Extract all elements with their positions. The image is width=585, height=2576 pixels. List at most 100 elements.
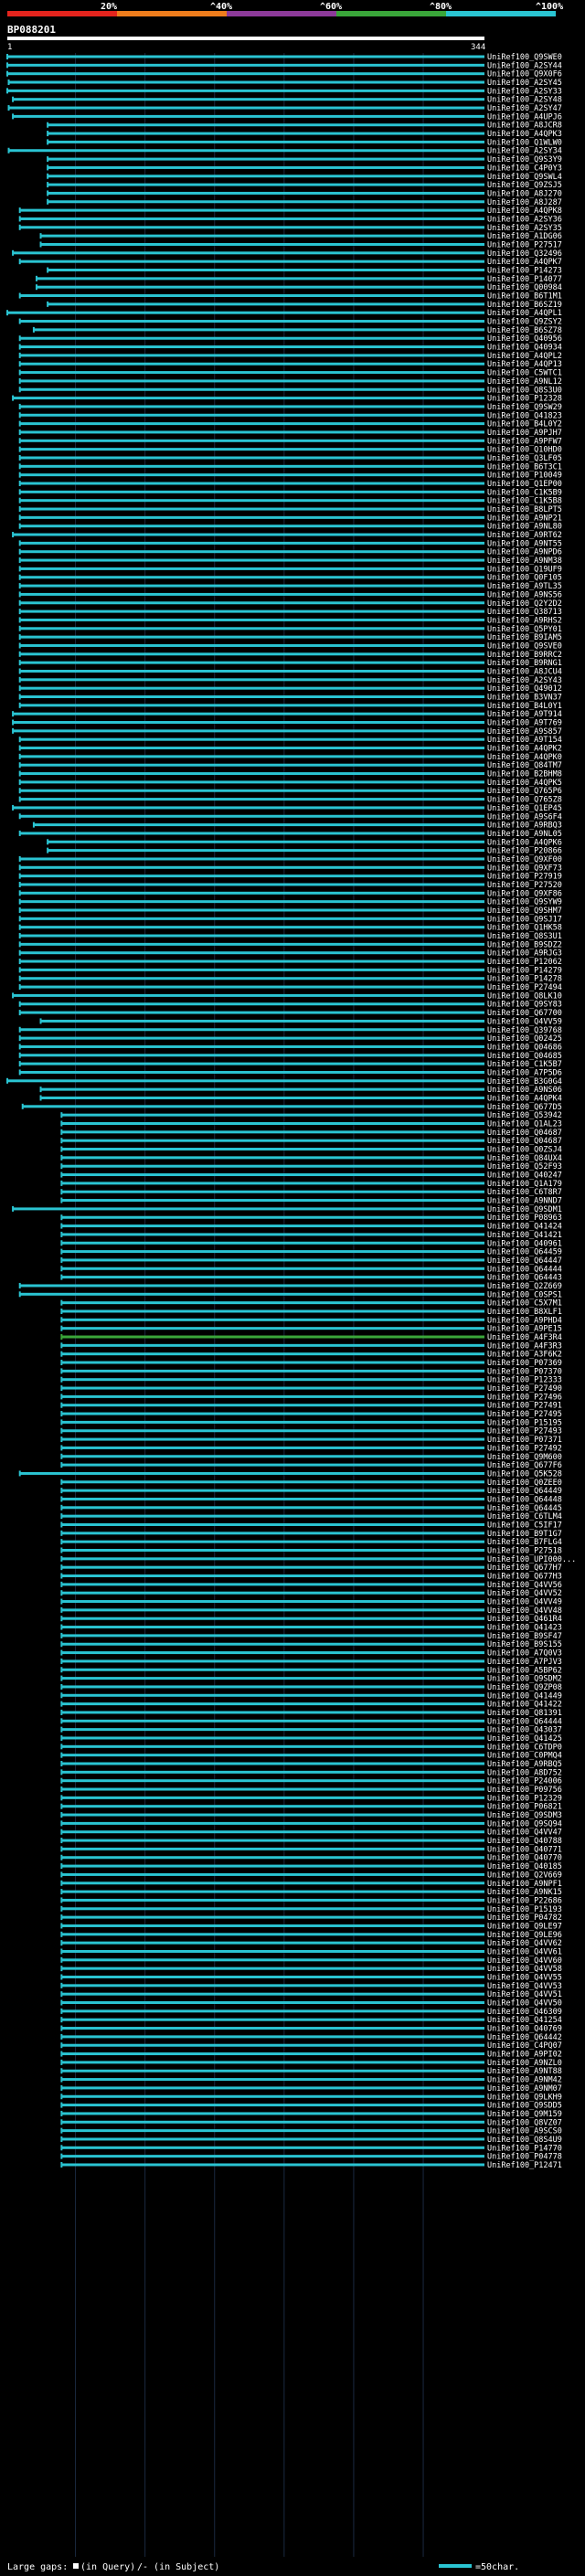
hit-label[interactable]: UniRef100_Q04686 (487, 1043, 562, 1052)
hit-label[interactable]: UniRef100_A2SY48 (487, 96, 562, 105)
hit-label[interactable]: UniRef100_Q53942 (487, 1111, 562, 1120)
hit-label[interactable]: UniRef100_A9NM07 (487, 2084, 562, 2094)
hit-label[interactable]: UniRef100_Q9XF86 (487, 889, 562, 898)
hit-label[interactable]: UniRef100_Q40934 (487, 344, 562, 353)
hit-label[interactable]: UniRef100_A9PHD4 (487, 1316, 562, 1325)
hit-label[interactable]: UniRef100_Q41421 (487, 1231, 562, 1240)
hit-label[interactable]: UniRef100_B9SDZ2 (487, 940, 562, 949)
hit-label[interactable]: UniRef100_B6T1M1 (487, 292, 562, 302)
hit-label[interactable]: UniRef100_C5X7M1 (487, 1299, 562, 1309)
hit-label[interactable]: UniRef100_A9S6F4 (487, 812, 562, 822)
hit-label[interactable]: UniRef100_A9T154 (487, 736, 562, 745)
hit-label[interactable]: UniRef100_Q9LE97 (487, 1922, 562, 1931)
hit-label[interactable]: UniRef100_Q4VV60 (487, 1956, 562, 1966)
hit-label[interactable]: UniRef100_A9NS56 (487, 590, 562, 599)
hit-label[interactable]: UniRef100_A8JCU4 (487, 667, 562, 676)
hit-label[interactable]: UniRef100_Q04687 (487, 1137, 562, 1146)
hit-label[interactable]: UniRef100_Q40770 (487, 1854, 562, 1863)
hit-label[interactable]: UniRef100_Q41422 (487, 1701, 562, 1710)
hit-label[interactable]: UniRef100_A7Q0V3 (487, 1649, 562, 1659)
hit-label[interactable]: UniRef100_Q9SDM1 (487, 1205, 562, 1214)
hit-label[interactable]: UniRef100_Q02425 (487, 1034, 562, 1044)
hit-label[interactable]: UniRef100_B3G0G4 (487, 1077, 562, 1087)
hit-label[interactable]: UniRef100_A9NM38 (487, 557, 562, 566)
hit-label[interactable]: UniRef100_A9NND7 (487, 1197, 562, 1206)
hit-label[interactable]: UniRef100_Q41254 (487, 2016, 562, 2025)
hit-label[interactable]: UniRef100_A9T769 (487, 719, 562, 728)
hit-label[interactable]: UniRef100_Q1AL23 (487, 1120, 562, 1129)
hit-label[interactable]: UniRef100_Q67700 (487, 1009, 562, 1018)
hit-label[interactable]: UniRef100_P12328 (487, 395, 562, 404)
hit-label[interactable]: UniRef100_Q64444 (487, 1717, 562, 1726)
hit-label[interactable]: UniRef100_P07370 (487, 1367, 562, 1376)
hit-label[interactable]: UniRef100_A7P5D6 (487, 1068, 562, 1077)
hit-label[interactable]: UniRef100_P08963 (487, 1214, 562, 1223)
hit-label[interactable]: UniRef100_P07369 (487, 1359, 562, 1368)
hit-label[interactable]: UniRef100_Q4VV49 (487, 1598, 562, 1607)
hit-label[interactable]: UniRef100_Q9SDM3 (487, 1811, 562, 1820)
hit-label[interactable]: UniRef100_P27491 (487, 1402, 562, 1411)
hit-label[interactable]: UniRef100_P07371 (487, 1436, 562, 1445)
hit-label[interactable]: UniRef100_Q0F105 (487, 574, 562, 583)
hit-label[interactable]: UniRef100_Q9S3Y9 (487, 155, 562, 164)
hit-label[interactable]: UniRef100_C4PQ07 (487, 2041, 562, 2051)
hit-label[interactable]: UniRef100_P12062 (487, 958, 562, 967)
hit-label[interactable]: UniRef100_A4QP13 (487, 360, 562, 369)
hit-label[interactable]: UniRef100_A4QPK3 (487, 130, 562, 139)
hit-label[interactable]: UniRef100_B9SF47 (487, 1632, 562, 1641)
hit-label[interactable]: UniRef100_Q4VV52 (487, 1589, 562, 1598)
hit-label[interactable]: UniRef100_Q9SJ17 (487, 915, 562, 924)
hit-label[interactable]: UniRef100_C6T8R7 (487, 1188, 562, 1197)
hit-label[interactable]: UniRef100_P04782 (487, 1913, 562, 1923)
hit-label[interactable]: UniRef100_B6SZ78 (487, 326, 562, 335)
hit-label[interactable]: UniRef100_Q4VV55 (487, 1974, 562, 1983)
hit-label[interactable]: UniRef100_Q9LKH9 (487, 2093, 562, 2102)
hit-label[interactable]: UniRef100_Q4VV48 (487, 1606, 562, 1616)
hit-label[interactable]: UniRef100_P09756 (487, 1786, 562, 1795)
hit-label[interactable]: UniRef100_P14279 (487, 966, 562, 975)
hit-label[interactable]: UniRef100_Q9ZSJ5 (487, 181, 562, 190)
hit-label[interactable]: UniRef100_Q64449 (487, 1487, 562, 1496)
hit-label[interactable]: UniRef100_Q9SHM7 (487, 906, 562, 916)
hit-label[interactable]: UniRef100_Q4VV61 (487, 1947, 562, 1956)
hit-label[interactable]: UniRef100_Q84UX4 (487, 1154, 562, 1163)
hit-label[interactable]: UniRef100_P27494 (487, 983, 562, 992)
hit-label[interactable]: UniRef100_B8LPT5 (487, 505, 562, 514)
hit-label[interactable]: UniRef100_B4L0Y2 (487, 420, 562, 429)
hit-label[interactable]: UniRef100_P27495 (487, 1410, 562, 1419)
hit-label[interactable]: UniRef100_Q9XF73 (487, 864, 562, 873)
hit-label[interactable]: UniRef100_P12333 (487, 1376, 562, 1385)
hit-label[interactable]: UniRef100_C1K5B8 (487, 497, 562, 506)
hit-label[interactable]: UniRef100_A8D752 (487, 1768, 562, 1777)
hit-label[interactable]: UniRef100_Q4VV58 (487, 1965, 562, 1974)
hit-label[interactable]: UniRef100_A2SY34 (487, 147, 562, 156)
hit-label[interactable]: UniRef100_A9NZL0 (487, 2059, 562, 2068)
hit-label[interactable]: UniRef100_Q8S3U0 (487, 386, 562, 395)
hit-label[interactable]: UniRef100_Q39768 (487, 1026, 562, 1035)
hit-label[interactable]: UniRef100_P06821 (487, 1803, 562, 1812)
hit-label[interactable]: UniRef100_P10049 (487, 472, 562, 481)
hit-label[interactable]: UniRef100_Q64444 (487, 1265, 562, 1274)
hit-label[interactable]: UniRef100_P12329 (487, 1794, 562, 1803)
hit-label[interactable]: UniRef100_A9RBQ3 (487, 822, 562, 831)
hit-label[interactable]: UniRef100_A9RJG3 (487, 949, 562, 959)
hit-label[interactable]: UniRef100_Q41424 (487, 1223, 562, 1232)
hit-label[interactable]: UniRef100_Q43037 (487, 1726, 562, 1735)
hit-label[interactable]: UniRef100_Q9LE96 (487, 1931, 562, 1940)
hit-label[interactable]: UniRef100_A9NL12 (487, 377, 562, 387)
hit-label[interactable]: UniRef100_P27492 (487, 1444, 562, 1453)
hit-label[interactable]: UniRef100_A4QPL1 (487, 309, 562, 318)
hit-label[interactable]: UniRef100_Q64443 (487, 1274, 562, 1283)
hit-label[interactable]: UniRef100_A8J270 (487, 189, 562, 198)
hit-label[interactable]: UniRef100_A4QPK5 (487, 779, 562, 788)
hit-label[interactable]: UniRef100_P27919 (487, 873, 562, 882)
hit-label[interactable]: UniRef100_B6SZ19 (487, 301, 562, 310)
hit-label[interactable]: UniRef100_A1DG06 (487, 232, 562, 241)
hit-label[interactable]: UniRef100_Q0ZEE0 (487, 1479, 562, 1488)
hit-label[interactable]: UniRef100_Q40247 (487, 1171, 562, 1181)
hit-label[interactable]: UniRef100_C0PMQ4 (487, 1752, 562, 1761)
hit-label[interactable]: UniRef100_Q461R4 (487, 1615, 562, 1624)
hit-label[interactable]: UniRef100_C5IF17 (487, 1521, 562, 1530)
hit-label[interactable]: UniRef100_Q9SWL4 (487, 173, 562, 182)
hit-label[interactable]: UniRef100_Q4VV56 (487, 1581, 562, 1590)
